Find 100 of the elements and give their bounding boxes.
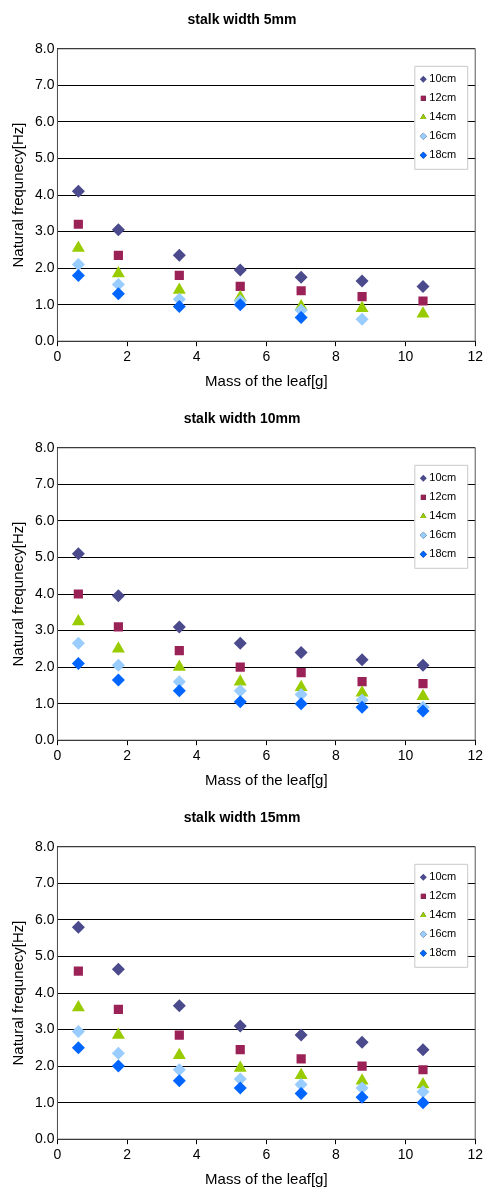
x-tick-label: 0 — [53, 348, 62, 365]
y-tick-label: 5.0 — [34, 548, 55, 565]
y-tick-label: 7.0 — [34, 76, 55, 93]
x-tick-label: 2 — [123, 747, 132, 764]
y-tick-label: 8.0 — [34, 438, 55, 455]
x-tick-label: 10 — [397, 348, 414, 365]
point — [172, 1063, 186, 1077]
point — [418, 296, 428, 306]
point — [235, 281, 245, 291]
x-tick-label: 0 — [53, 1146, 62, 1163]
point — [111, 589, 125, 603]
y-tick-label: 0.0 — [34, 332, 55, 349]
point — [355, 1035, 369, 1049]
y-axis-title: Natural frequnecy[Hz] — [9, 521, 27, 667]
point — [172, 282, 186, 294]
legend-label: 14cm — [429, 110, 457, 123]
point — [294, 1077, 308, 1091]
point — [357, 292, 367, 302]
point — [233, 1060, 247, 1072]
point — [233, 1072, 247, 1086]
point — [111, 658, 125, 672]
y-tick-label: 6.0 — [34, 910, 55, 927]
x-tick-label: 10 — [397, 747, 414, 764]
point — [418, 678, 428, 689]
x-tick-label: 6 — [262, 1146, 271, 1163]
point — [172, 675, 186, 689]
point — [233, 1081, 247, 1095]
chart-title: stalk width 15mm — [183, 809, 301, 826]
legend-label: 14cm — [429, 509, 457, 522]
x-axis-title: Mass of the leaf[g] — [205, 771, 328, 789]
point — [71, 184, 85, 198]
point — [416, 704, 430, 718]
point — [233, 636, 247, 650]
point — [71, 257, 85, 271]
point — [355, 1090, 369, 1104]
y-tick-label: 0.0 — [34, 1130, 55, 1147]
x-tick-label: 12 — [467, 1146, 484, 1163]
point — [111, 1027, 125, 1039]
point — [233, 674, 247, 686]
point — [113, 622, 123, 632]
x-axis-title: Mass of the leaf[g] — [205, 1170, 328, 1188]
point — [111, 641, 125, 653]
legend-label: 16cm — [429, 129, 457, 142]
legend-label: 18cm — [429, 547, 457, 560]
x-tick-label: 0 — [53, 747, 62, 764]
point — [113, 250, 123, 260]
point — [172, 1047, 186, 1059]
y-tick-label: 6.0 — [34, 511, 55, 528]
point — [172, 1074, 186, 1088]
x-tick-label: 4 — [192, 1146, 201, 1163]
point — [172, 684, 186, 698]
point — [235, 662, 245, 672]
legend-label: 10cm — [429, 870, 457, 883]
point — [357, 1061, 367, 1071]
y-tick-label: 8.0 — [34, 837, 55, 854]
x-tick-label: 4 — [192, 348, 201, 365]
point — [71, 1024, 85, 1038]
point — [172, 248, 186, 262]
legend-label: 12cm — [429, 490, 457, 503]
point — [294, 270, 308, 284]
y-tick-label: 7.0 — [34, 475, 55, 492]
legend-label: 14cm — [429, 908, 457, 921]
point — [172, 299, 186, 313]
x-axis-title: Mass of the leaf[g] — [205, 372, 328, 390]
point — [416, 1043, 430, 1057]
y-tick-label: 1.0 — [34, 295, 55, 312]
point — [113, 1004, 123, 1015]
y-tick-label: 6.0 — [34, 112, 55, 129]
point — [71, 1041, 85, 1055]
y-tick-label: 1.0 — [34, 1093, 55, 1110]
y-tick-label: 5.0 — [34, 149, 55, 166]
y-tick-label: 7.0 — [34, 874, 55, 891]
point — [355, 274, 369, 288]
point — [111, 673, 125, 687]
x-tick-label: 6 — [262, 747, 271, 764]
legend-label: 10cm — [429, 471, 457, 484]
point — [73, 219, 83, 229]
point — [172, 999, 186, 1013]
point — [355, 653, 369, 667]
y-axis-title: Natural frequnecy[Hz] — [9, 122, 27, 268]
point — [71, 920, 85, 934]
point — [71, 240, 85, 252]
x-tick-label: 2 — [123, 348, 132, 365]
point — [294, 645, 308, 659]
legend-label: 10cm — [429, 72, 457, 85]
point — [416, 688, 430, 701]
y-tick-label: 5.0 — [34, 947, 55, 964]
y-tick-label: 3.0 — [34, 1020, 55, 1037]
y-tick-label: 2.0 — [34, 657, 55, 674]
point — [174, 1030, 184, 1040]
y-tick-label: 3.0 — [34, 621, 55, 638]
point — [233, 684, 247, 698]
point — [111, 1059, 125, 1073]
x-tick-label: 12 — [467, 747, 484, 764]
point — [416, 658, 430, 672]
point — [73, 966, 83, 976]
point — [233, 298, 247, 312]
point — [71, 1000, 85, 1012]
y-tick-label: 8.0 — [34, 39, 55, 56]
point — [355, 700, 369, 714]
